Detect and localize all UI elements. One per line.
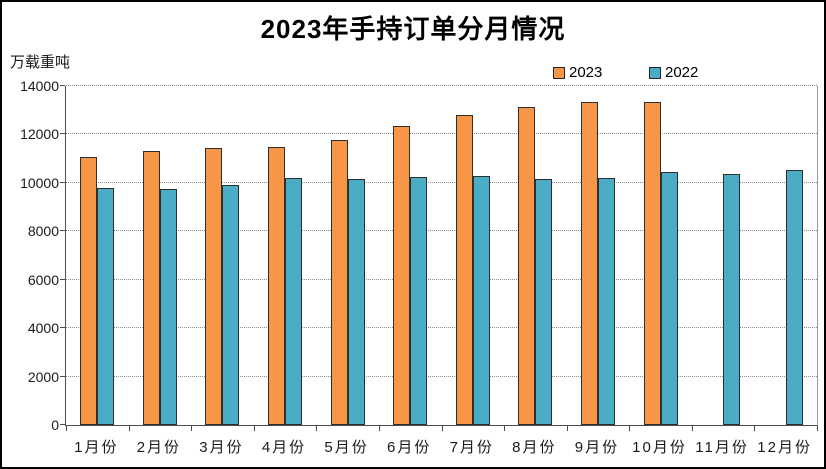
bar-2023-2月份 [142,151,160,425]
bar-group-7月份 [442,86,505,425]
bar-group-5月份 [316,86,379,425]
y-tick-0 [60,424,65,425]
bar-2022-3月份 [222,185,240,425]
bar-2023-3月份 [205,147,223,425]
y-tick-2000 [60,375,65,377]
bar-group-4月份 [254,86,317,425]
y-tick-label-8000: 8000 [27,223,59,240]
y-tick-4000 [60,327,65,329]
bar-group-11月份 [692,86,755,425]
x-tick-6 [441,426,443,431]
x-tick-11 [754,426,756,431]
x-label-10月份: 10月份 [632,439,687,456]
x-axis-labels: 1月份 2月份 3月份 4月份 5月份 6月份 7月份 8月份 9月份 10月份 11月份 12月份 [65,436,816,457]
bar-group-10月份 [629,86,692,425]
bar-group-9月份 [567,86,630,425]
bar-2022-6月份 [410,176,428,425]
bar-group-6月份 [379,86,442,425]
y-tick-label-6000: 6000 [27,271,59,288]
bar-2023-10月份 [643,101,661,425]
y-tick-10000 [60,181,65,183]
legend-item-2022: 2022 [649,64,698,81]
bar-2022-4月份 [285,178,303,425]
x-tick-9 [629,426,631,431]
x-label-4月份: 4月份 [261,439,307,456]
plot-area [60,85,818,431]
bar-group-8月份 [504,86,567,425]
x-tick-8 [566,426,568,431]
x-tick-3 [253,426,255,431]
x-tick-5 [378,426,380,431]
bar-2022-7月份 [472,175,490,425]
bar-group-2月份 [129,86,192,425]
bar-2022-11月份 [723,174,741,425]
x-tick-7 [504,426,506,431]
x-label-1月份: 1月份 [74,439,119,456]
gridline-8000 [66,230,817,232]
x-label-9月份: 9月份 [574,439,620,456]
y-axis-unit-label: 万载重吨 [10,54,71,71]
bar-2022-9月份 [597,178,615,425]
legend-label-2022: 2022 [665,64,699,81]
x-label-3月份: 3月份 [199,439,244,456]
bar-2022-10月份 [660,171,678,425]
y-tick-label-10000: 10000 [20,174,59,191]
gridline-2000 [66,375,817,377]
bar-2022-12月份 [785,169,803,425]
legend-label-2023: 2023 [569,64,603,81]
chart-title: 2023年手持订单分月情况 [260,14,566,44]
gridline-14000 [66,85,817,86]
y-tick-6000 [60,278,65,280]
bar-2022-8月份 [535,179,553,425]
bar-2023-7月份 [455,115,473,425]
x-tick-0 [66,426,67,431]
x-tick-end [817,426,818,431]
x-label-6月份: 6月份 [387,439,432,456]
x-label-12月份: 12月份 [757,439,812,456]
x-label-8月份: 8月份 [512,439,557,456]
x-tick-1 [128,426,130,431]
bar-2022-1月份 [97,187,115,425]
gridline-12000 [66,133,817,135]
gridline-6000 [66,278,817,280]
x-label-11月份: 11月份 [695,439,749,456]
bar-2023-5月份 [330,140,348,425]
y-tick-14000 [60,85,65,86]
bar-2022-2月份 [159,188,177,425]
bar-group-3月份 [191,86,254,425]
bar-2023-1月份 [80,157,98,425]
y-tick-label-0: 0 [51,417,59,433]
bar-2023-8月份 [518,106,536,425]
y-tick-label-4000: 4000 [27,320,59,337]
bar-2022-5月份 [347,179,365,425]
x-tick-2 [191,426,193,431]
x-label-7月份: 7月份 [449,439,494,456]
y-tick-label-2000: 2000 [27,368,59,385]
legend-item-2023: 2023 [553,64,602,81]
x-label-5月份: 5月份 [324,439,369,456]
bar-2023-4月份 [268,146,286,425]
legend-swatch-2023-icon [553,66,565,79]
x-tick-4 [316,426,318,431]
gridline-4000 [66,327,817,329]
y-tick-12000 [60,133,65,135]
bar-2023-6月份 [393,125,411,425]
gridline-10000 [66,181,817,183]
y-tick-8000 [60,230,65,232]
x-label-2月份: 2月份 [136,439,182,456]
y-tick-label-12000: 12000 [20,126,59,143]
bar-group-12月份 [754,86,817,425]
bar-2023-9月份 [580,101,598,425]
bar-group-1月份 [66,86,129,425]
y-tick-label-14000: 14000 [20,78,59,94]
legend-swatch-2022-icon [649,66,661,79]
x-tick-10 [691,426,693,431]
